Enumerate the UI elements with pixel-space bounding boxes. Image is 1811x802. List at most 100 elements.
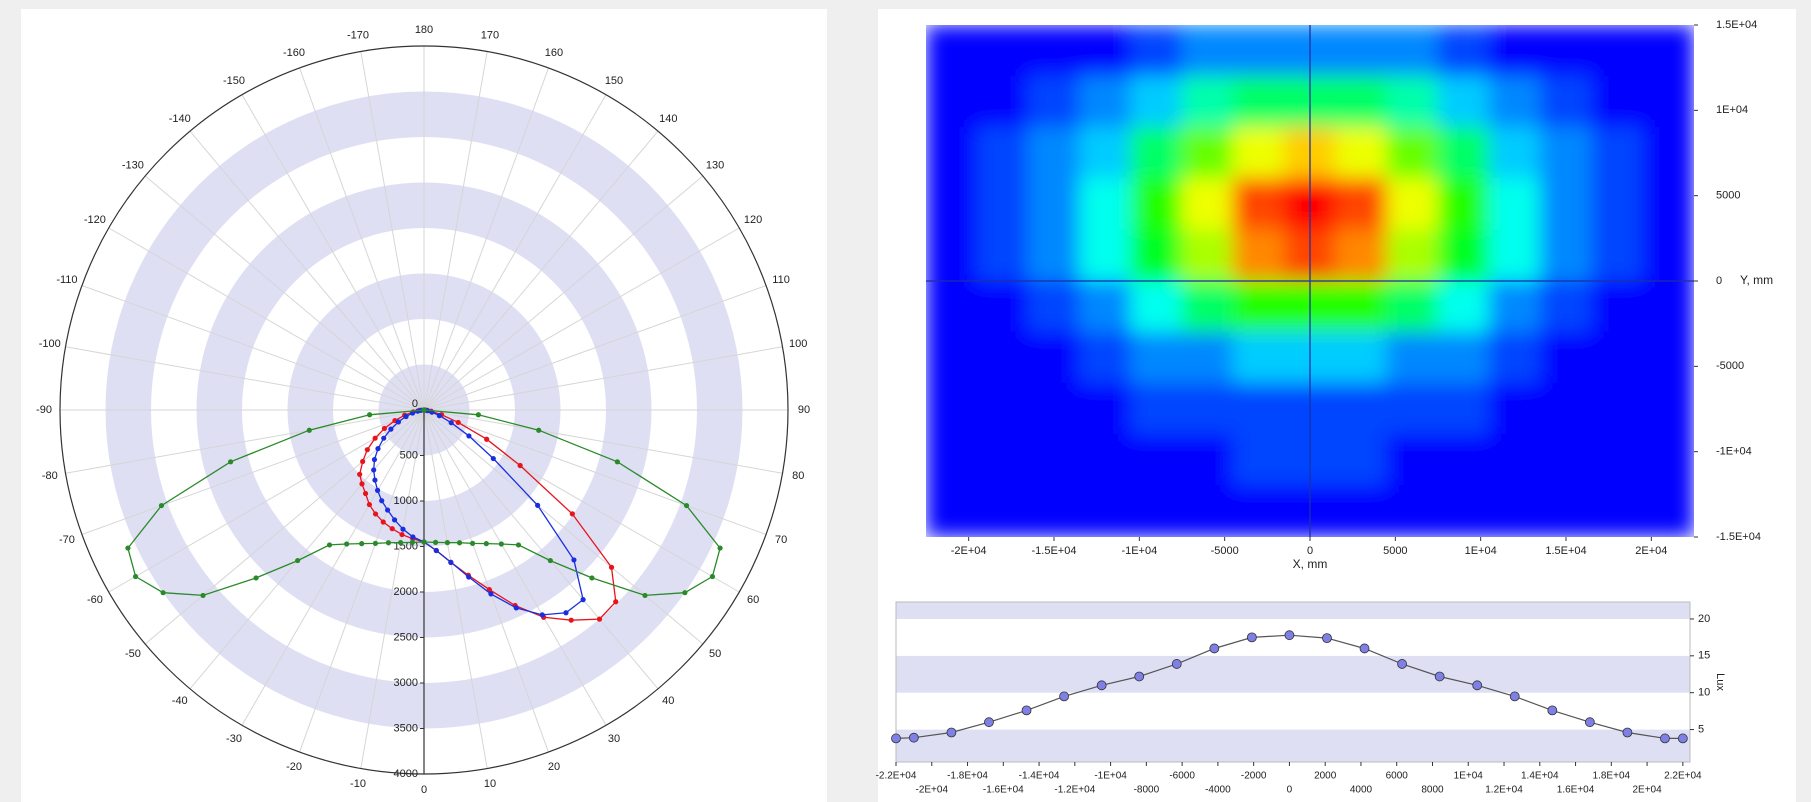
plot-frame <box>895 601 1691 763</box>
angle-label: 60 <box>747 594 759 606</box>
spoke <box>241 409 425 726</box>
heat-cell <box>1232 382 1285 436</box>
series-point <box>469 540 476 546</box>
radial-label: 4000 <box>394 768 418 780</box>
y-tick-label: 1.5E+04 <box>1716 19 1757 31</box>
x-tick-label: -8000 <box>1134 785 1160 796</box>
heat-cell <box>1181 75 1234 128</box>
series-point <box>371 467 377 473</box>
heat-cell <box>1079 75 1132 128</box>
heat-cell <box>1335 75 1388 128</box>
series-point <box>357 471 363 477</box>
x-tick-label: -2E+04 <box>951 545 987 557</box>
heat-field <box>926 25 1694 537</box>
angle-label: 140 <box>659 113 677 125</box>
heat-cell <box>1488 382 1541 436</box>
spoke <box>423 409 488 769</box>
heat-cell <box>926 331 978 384</box>
heat-cell <box>1591 178 1644 231</box>
angle-label: 150 <box>605 75 623 87</box>
heat-cell <box>1488 434 1541 487</box>
heat-cell <box>1539 75 1593 128</box>
angle-label: -10 <box>350 778 366 790</box>
series-point <box>432 539 439 545</box>
profile-point <box>1397 659 1407 669</box>
series-point <box>642 592 648 599</box>
series-point <box>613 599 619 605</box>
heat-cell <box>1232 434 1285 487</box>
spoke <box>299 67 425 411</box>
heat-cell <box>1488 485 1541 537</box>
x-tick-label: 1.4E+04 <box>1521 771 1559 782</box>
angle-label: -90 <box>36 404 52 416</box>
heat-cell <box>1027 280 1081 333</box>
heat-cell <box>976 434 1029 487</box>
y-tick-label: 0 <box>1716 275 1722 287</box>
heat-cell <box>926 25 978 77</box>
angle-label: -30 <box>226 733 242 745</box>
heat-cell <box>1591 280 1644 333</box>
x-tick-label: -2000 <box>1241 771 1267 782</box>
heat-cell <box>1335 178 1388 231</box>
series-point <box>709 573 716 580</box>
series-point <box>466 574 472 580</box>
x-tick-label: -6000 <box>1169 771 1195 782</box>
angle-label: 100 <box>789 338 807 350</box>
y-tick-label: 5000 <box>1716 190 1740 202</box>
series-point <box>517 462 523 469</box>
angle-label: 30 <box>608 733 620 745</box>
heat-cell <box>1232 485 1285 537</box>
heat-cell <box>976 25 1029 77</box>
heat-cell <box>1181 126 1234 180</box>
angle-label: 0 <box>421 784 427 796</box>
series-point <box>381 425 388 432</box>
heat-cell <box>1181 229 1234 282</box>
series-point <box>359 481 365 487</box>
x-tick-label: -1.6E+04 <box>983 785 1024 796</box>
heat-cell <box>1335 485 1388 537</box>
series-point <box>589 575 595 581</box>
series-point <box>571 557 577 563</box>
angle-label: -170 <box>347 30 369 42</box>
heat-cell <box>1386 280 1439 333</box>
series-point <box>466 433 472 439</box>
heat-cell <box>1642 280 1694 333</box>
heat-cell <box>1079 331 1132 384</box>
heat-cell <box>1181 382 1234 436</box>
profile-point <box>1284 630 1295 641</box>
series-point <box>436 413 442 419</box>
heat-clip <box>926 25 1694 537</box>
series-point <box>200 592 206 599</box>
heat-cell <box>1591 75 1644 128</box>
spoke <box>144 175 425 411</box>
heat-cell <box>1642 485 1694 537</box>
heat-cell <box>1181 331 1234 384</box>
heat-cell <box>1386 25 1439 77</box>
heat-cell <box>1591 331 1644 384</box>
heat-cell <box>1386 75 1439 128</box>
heat-cell <box>1642 229 1694 282</box>
spoke <box>65 409 425 474</box>
angle-label: 80 <box>792 470 804 482</box>
heat-cell <box>926 434 978 487</box>
angle-label: 90 <box>798 404 810 416</box>
heat-cell <box>1386 382 1439 436</box>
spoke <box>360 51 425 411</box>
heat-cell <box>1232 75 1285 128</box>
spoke <box>423 51 488 411</box>
heat-cell <box>926 485 978 537</box>
profile-point <box>1134 671 1145 682</box>
heat-cell <box>1232 280 1285 333</box>
radial-label: 2500 <box>394 631 418 643</box>
y-axis-title: Lux <box>1714 673 1726 691</box>
series-point <box>568 617 574 623</box>
series-point <box>484 436 490 442</box>
series-point <box>475 412 481 418</box>
spoke <box>423 130 659 411</box>
x-tick-label: 2.2E+04 <box>1664 771 1702 782</box>
heat-cell <box>1386 331 1439 384</box>
x-tick-label: -1.4E+04 <box>1019 771 1060 782</box>
series-point <box>295 557 301 564</box>
heat-cell <box>1027 331 1081 384</box>
profile-point <box>1209 643 1220 654</box>
